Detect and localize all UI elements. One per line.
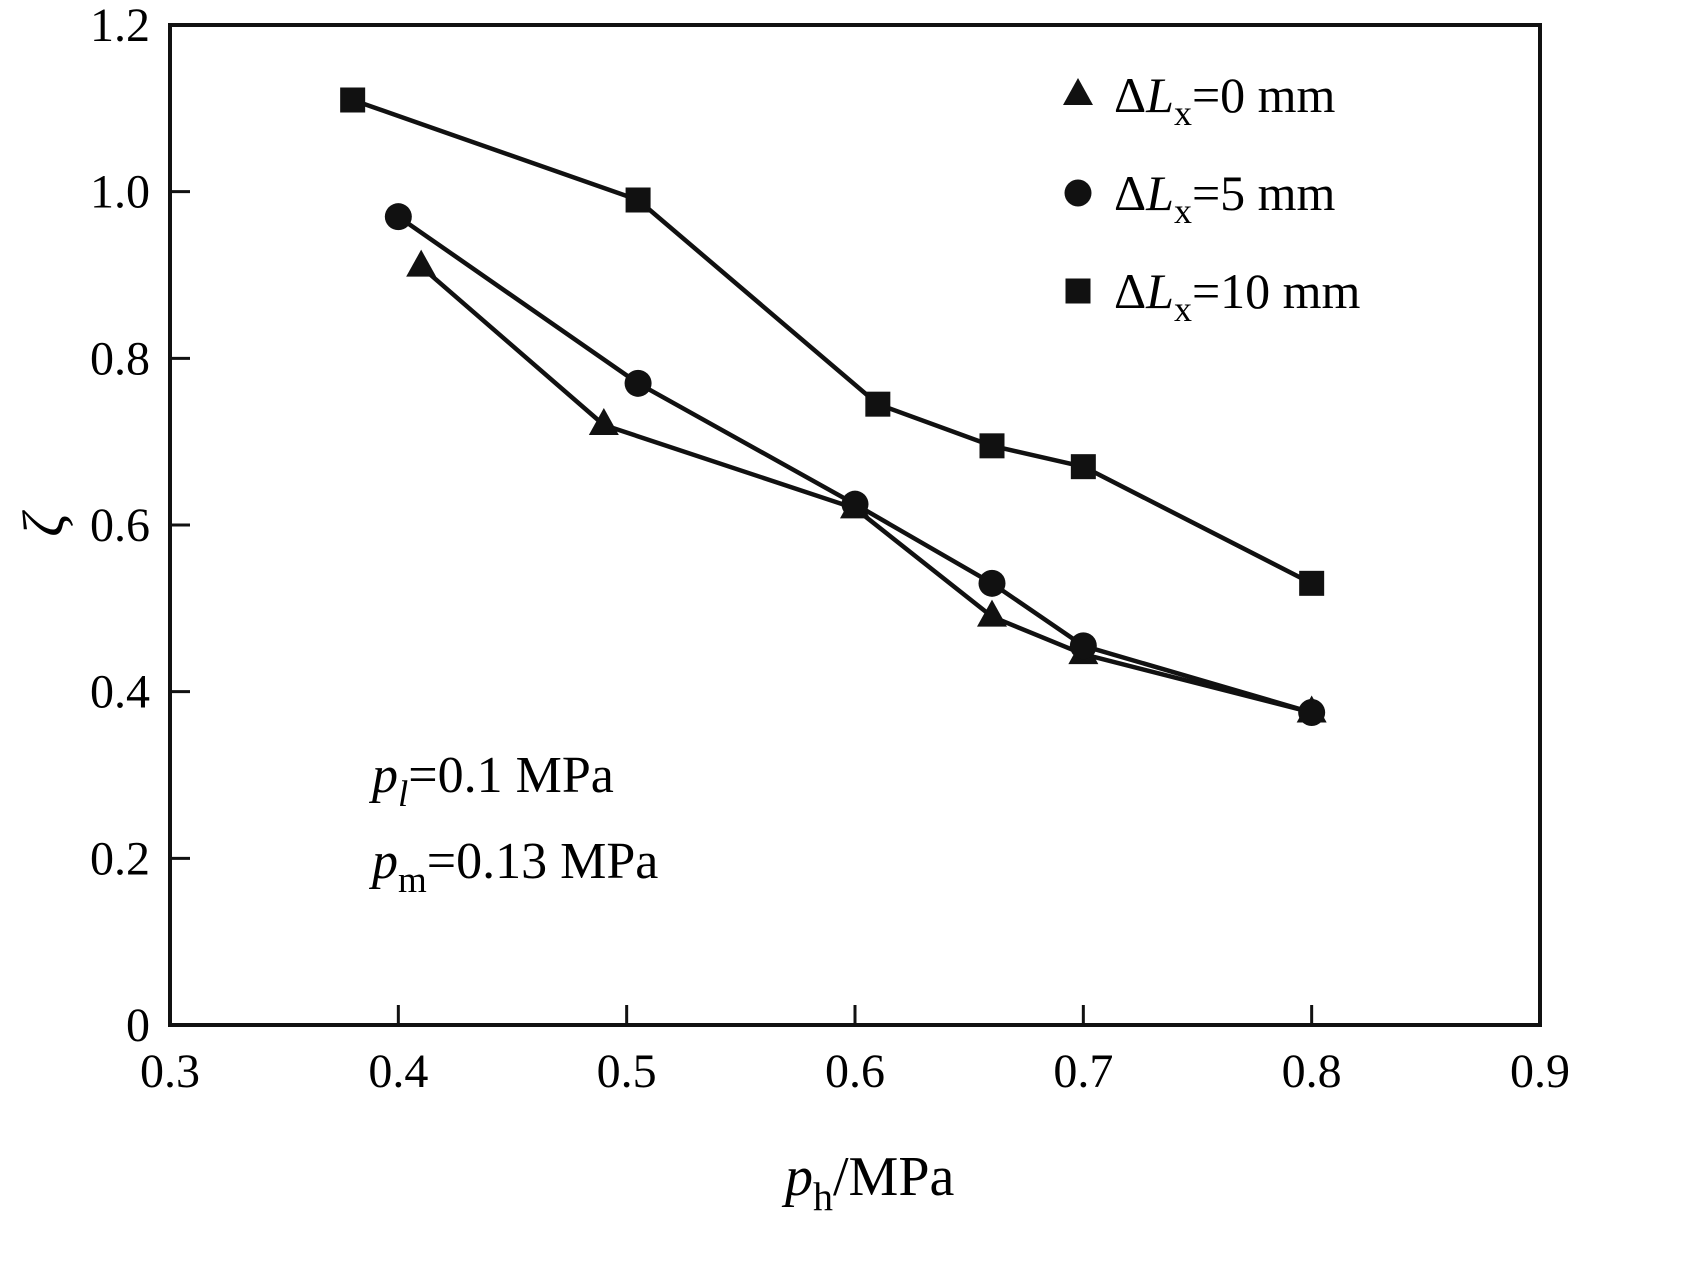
data-point-marker <box>406 249 437 277</box>
data-point-marker <box>625 187 651 213</box>
data-point-marker <box>1299 570 1325 596</box>
legend-circle-icon <box>1064 179 1092 207</box>
legend-triangle-icon <box>1063 78 1093 105</box>
y-axis-label: ζ <box>11 510 76 537</box>
y-tick-label: 1.2 <box>90 0 150 52</box>
legend-square-icon <box>1065 278 1091 304</box>
series-circle <box>384 203 1326 726</box>
x-tick-label: 0.6 <box>825 1045 885 1098</box>
x-tick-label: 0.5 <box>597 1045 657 1098</box>
data-point-marker <box>841 490 869 518</box>
y-tick-label: 0.8 <box>90 332 150 385</box>
legend-item: ΔLx=5 mm <box>1064 165 1336 231</box>
annotations: pl=0.1 MPa pm=0.13 MPa <box>368 747 658 901</box>
y-tick-label: 0.6 <box>90 499 150 552</box>
y-tick-label: 0.2 <box>90 832 150 885</box>
y-tick-label: 0.4 <box>90 666 150 719</box>
y-tick-label: 1.0 <box>90 166 150 219</box>
series-line <box>350 97 1314 586</box>
x-tick-label: 0.4 <box>368 1045 428 1098</box>
x-tick-label: 0.3 <box>140 1045 200 1098</box>
series-line <box>396 214 1314 715</box>
legend-item: ΔLx=0 mm <box>1063 67 1336 133</box>
annotation-text: pl=0.1 MPa <box>368 747 614 815</box>
series-square <box>340 87 1325 596</box>
data-point-marker <box>1069 632 1097 660</box>
data-point-marker <box>624 369 652 397</box>
legend-label: ΔLx=5 mm <box>1114 165 1336 231</box>
data-point-marker <box>384 203 412 231</box>
legend-label: ΔLx=0 mm <box>1114 67 1336 133</box>
data-point-marker <box>1298 699 1326 726</box>
data-point-marker <box>588 408 619 435</box>
legend-item: ΔLx=10 mm <box>1065 263 1361 329</box>
data-point-marker <box>865 391 891 417</box>
x-tick-label: 0.7 <box>1053 1045 1113 1098</box>
data-point-marker <box>978 569 1006 597</box>
x-tick-label: 0.8 <box>1282 1045 1342 1098</box>
annotation-text: pm=0.13 MPa <box>368 833 658 901</box>
x-axis-label: ph/MPa <box>781 1146 954 1219</box>
y-tick-label: 0 <box>126 999 150 1052</box>
series-line <box>418 264 1314 715</box>
data-point-marker <box>1070 454 1096 480</box>
data-point-marker <box>979 433 1005 459</box>
x-tick-label: 0.9 <box>1510 1045 1570 1098</box>
legend-label: ΔLx=10 mm <box>1114 263 1361 329</box>
data-point-marker <box>340 87 366 113</box>
data-point-marker <box>977 599 1007 627</box>
legend: ΔLx=0 mm ΔLx=5 mm ΔLx=10 mm <box>1063 67 1361 329</box>
